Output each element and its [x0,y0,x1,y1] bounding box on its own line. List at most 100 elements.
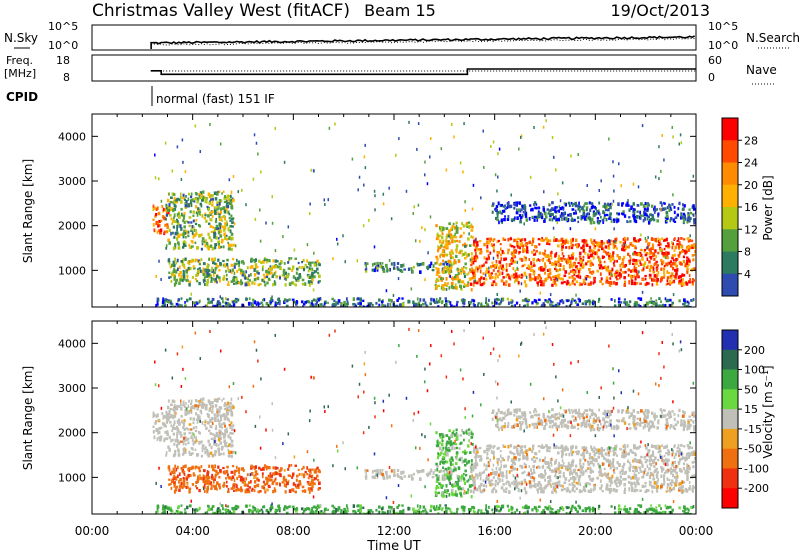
power-cell [502,264,504,268]
power-cell [276,302,278,305]
velocity-cell [209,419,211,422]
velocity-cell [230,402,232,405]
power-cell [463,232,465,235]
power-cell [201,258,203,261]
velocity-cell [209,443,211,446]
velocity-cell [171,480,173,483]
velocity-cell [199,441,202,444]
power-cell [196,302,198,304]
velocity-cell [563,472,565,475]
power-cell [388,268,390,271]
power-cell [493,257,495,260]
velocity-cell [456,429,458,431]
velocity-cell [190,417,192,420]
velocity-cell [465,430,467,433]
power-cell [551,207,554,210]
velocity-cell [214,413,216,415]
power-cell [603,242,605,245]
velocity-cell [447,476,449,480]
power-cell [579,299,581,303]
velocity-cell [509,470,511,474]
power-cell [337,242,339,245]
power-cell [457,268,459,271]
power-cell [451,277,453,280]
power-cell [515,239,517,242]
power-cell [206,283,208,287]
power-cell [219,190,221,193]
power-cell [620,268,622,271]
power-cell [660,201,663,204]
power-cell [217,265,220,268]
velocity-cell [314,470,317,473]
power-cell [545,215,548,218]
velocity-cell [165,425,167,428]
power-cell [555,283,557,286]
velocity-cell [188,451,190,454]
power-cell [574,202,577,205]
power-cell [525,284,527,288]
power-cell [622,271,624,274]
power-cell [430,262,432,266]
power-cell [463,270,466,273]
velocity-cell [675,465,677,469]
power-cell [161,205,163,208]
velocity-cell [589,467,591,470]
power-cell [654,274,657,278]
power-cell [190,221,192,223]
power-cell [204,244,206,248]
power-cell [202,273,205,276]
velocity-cell [195,439,197,442]
power-cell [691,246,694,249]
power-cell [680,263,683,266]
velocity-cell [192,448,194,451]
velocity-cell [310,476,312,478]
power-cell [301,266,303,269]
velocity-cell [205,427,207,430]
power-cell [563,265,565,268]
power-cell [663,267,665,270]
power-cell [260,170,262,173]
power-cell [224,210,227,214]
power-cell [562,278,564,281]
power-cell [411,287,413,290]
power-cell [573,263,575,266]
velocity-cell [226,466,229,469]
power-cell [647,207,649,210]
power-cell [652,246,654,249]
y-tick-label: 3000 [58,175,86,188]
power-cell [231,221,234,224]
power-cell [515,269,517,272]
power-cell [185,258,187,261]
power-cell [583,244,585,247]
velocity-cell [229,424,231,426]
power-cell [221,297,224,300]
power-cell [401,270,403,273]
power-cell [589,271,591,274]
velocity-cell [308,477,310,480]
power-cell [667,270,669,274]
velocity-cell [462,460,464,463]
velocity-cell [496,467,498,471]
power-cell [636,211,638,213]
power-cell [445,300,447,303]
power-cell [569,265,571,268]
power-cell [309,203,311,206]
power-cell [230,214,232,217]
velocity-cell [616,485,619,487]
power-cell [558,264,560,267]
power-cell [356,298,358,301]
power-cell [540,292,542,295]
power-cell [658,145,660,148]
power-cell [313,288,315,291]
power-cell [559,268,561,271]
power-cell [469,244,472,247]
power-cell [211,194,214,197]
power-cell [669,219,671,222]
power-cell [390,299,393,301]
power-cell [651,238,654,241]
power-cell [483,130,485,133]
velocity-cell [187,428,189,430]
velocity-cell [230,436,232,440]
power-cell [430,298,433,302]
power-cell [672,254,674,257]
